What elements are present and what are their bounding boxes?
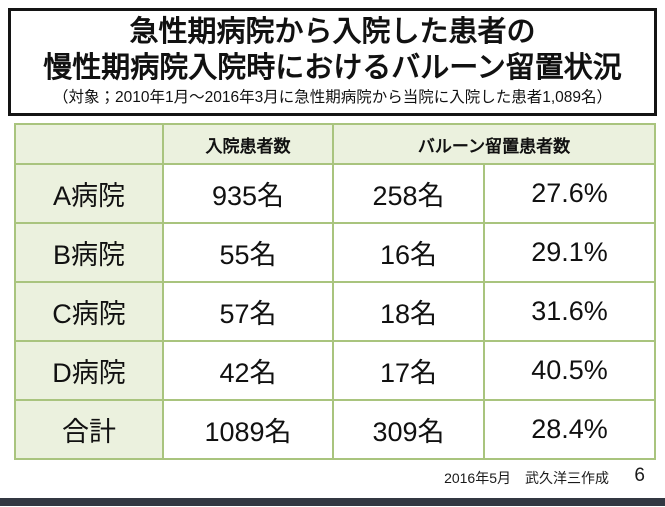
balloon-count-cell: 18名 <box>332 281 485 342</box>
balloon-rate-cell: 31.6% <box>483 281 656 342</box>
balloon-rate-cell: 27.6% <box>483 163 656 224</box>
balloon-count-cell: 16名 <box>332 222 485 283</box>
balloon-count-cell: 258名 <box>332 163 485 224</box>
balloon-placement-table: 入院患者数 バルーン留置患者数 A病院 935名 258名 27.6% B病院 … <box>14 123 656 460</box>
admitted-count-cell: 935名 <box>162 163 334 224</box>
slide-title-line-1: 急性期病院から入院した患者の <box>129 16 536 48</box>
hospital-name-cell: C病院 <box>14 281 164 342</box>
admitted-count-cell: 55名 <box>162 222 334 283</box>
table-header-row: 入院患者数 バルーン留置患者数 <box>14 123 656 165</box>
hospital-name-cell: B病院 <box>14 222 164 283</box>
table-row-total: 合計 1089名 309名 28.4% <box>14 399 656 460</box>
table-row: A病院 935名 258名 27.6% <box>14 163 656 224</box>
hospital-name-cell: D病院 <box>14 340 164 401</box>
table-row: D病院 42名 17名 40.5% <box>14 340 656 401</box>
header-hospital-cell <box>14 123 164 165</box>
table-row: B病院 55名 16名 29.1% <box>14 222 656 283</box>
balloon-count-cell: 309名 <box>332 399 485 460</box>
admitted-count-cell: 1089名 <box>162 399 334 460</box>
header-admitted-cell: 入院患者数 <box>162 123 334 165</box>
admitted-count-cell: 57名 <box>162 281 334 342</box>
page-number: 6 <box>634 465 645 486</box>
balloon-rate-cell: 28.4% <box>483 399 656 460</box>
balloon-rate-cell: 40.5% <box>483 340 656 401</box>
balloon-rate-cell: 29.1% <box>483 222 656 283</box>
table-row: C病院 57名 18名 31.6% <box>14 281 656 342</box>
hospital-name-cell: A病院 <box>14 163 164 224</box>
footer-credit: 2016年5月 武久洋三作成 <box>444 470 609 486</box>
bottom-bar <box>0 498 665 506</box>
hospital-name-cell: 合計 <box>14 399 164 460</box>
header-balloon-cell: バルーン留置患者数 <box>332 123 656 165</box>
slide-subtitle: （対象；2010年1月～2016年3月に急性期病院から当院に入院した患者1,08… <box>53 89 612 106</box>
title-box: 急性期病院から入院した患者の 慢性期病院入院時におけるバルーン留置状況 （対象；… <box>8 8 657 116</box>
admitted-count-cell: 42名 <box>162 340 334 401</box>
slide-title-line-2: 慢性期病院入院時におけるバルーン留置状況 <box>43 52 622 84</box>
balloon-count-cell: 17名 <box>332 340 485 401</box>
